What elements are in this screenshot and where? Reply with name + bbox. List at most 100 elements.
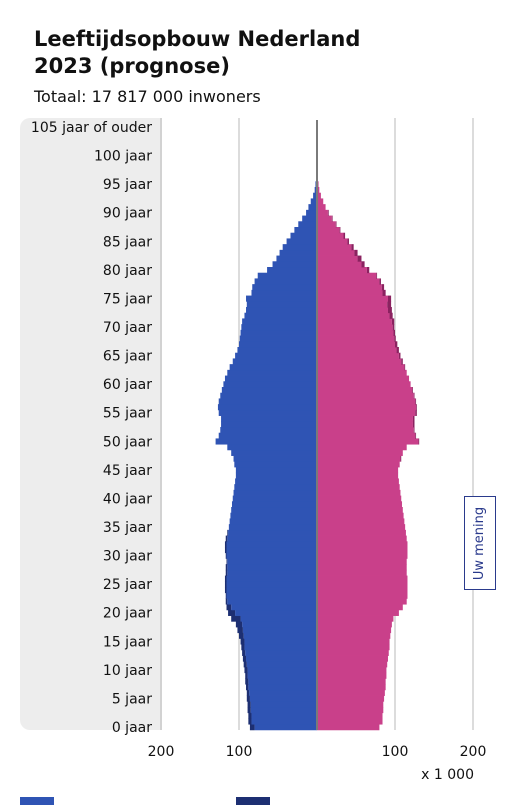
bar-female	[317, 341, 395, 347]
bar-female	[317, 313, 390, 319]
bar-male	[221, 421, 317, 427]
x-tick-label: 100	[382, 744, 409, 760]
bar-female	[317, 661, 387, 667]
bar-male-surplus	[243, 656, 246, 662]
bar-male	[240, 336, 317, 342]
age-tick-label: 80 jaar	[103, 263, 152, 279]
bar-male-surplus	[248, 718, 251, 724]
bar-female-surplus	[351, 244, 353, 250]
bar-male-surplus	[242, 650, 245, 656]
bar-male	[220, 393, 317, 399]
bar-female	[317, 376, 409, 382]
bar-female-surplus	[413, 421, 415, 427]
bar-female	[317, 261, 361, 267]
feedback-tab-label: Uw mening	[473, 506, 488, 579]
bar-male	[246, 307, 317, 313]
bar-male	[219, 410, 317, 416]
bar-female	[317, 690, 385, 696]
bar-male	[294, 227, 317, 233]
bar-female-surplus	[415, 433, 416, 439]
bar-male	[267, 267, 317, 273]
bar-male	[242, 318, 317, 324]
feedback-tab-button[interactable]: Uw mening	[464, 496, 496, 590]
bar-male	[227, 444, 317, 450]
bar-male-surplus	[227, 558, 228, 564]
legend-swatch-male-surplus	[236, 797, 270, 805]
bar-male	[306, 210, 317, 216]
bar-female	[317, 450, 403, 456]
bar-male	[236, 467, 317, 473]
bar-male	[237, 347, 317, 353]
bar-female-surplus	[340, 227, 341, 233]
bar-male	[234, 484, 317, 490]
legend-swatch-male	[20, 797, 54, 805]
bar-male	[227, 581, 317, 587]
bar-female	[317, 587, 407, 593]
bar-male-surplus	[225, 581, 227, 587]
bar-male	[255, 724, 317, 730]
bar-female-surplus	[367, 267, 369, 273]
bar-female	[317, 204, 326, 210]
bar-female	[317, 330, 393, 336]
bar-male-surplus	[226, 593, 227, 599]
bar-male	[298, 221, 317, 227]
bar-female	[317, 433, 415, 439]
bar-male-surplus	[226, 536, 228, 542]
age-tick-label: 75 jaar	[103, 291, 152, 307]
bar-female	[317, 644, 390, 650]
bar-female	[317, 713, 383, 719]
bar-male-surplus	[246, 684, 248, 690]
bar-male	[223, 381, 317, 387]
bar-male	[234, 490, 317, 496]
bar-female	[317, 484, 400, 490]
bar-male	[247, 661, 317, 667]
bar-female-surplus	[390, 313, 393, 319]
bar-male-surplus	[247, 690, 249, 696]
age-tick-label: 25 jaar	[103, 577, 152, 593]
bar-male	[244, 313, 317, 319]
bar-female-surplus	[347, 238, 349, 244]
bar-female-surplus	[415, 398, 416, 404]
bar-female	[317, 553, 407, 559]
bar-male	[227, 553, 317, 559]
bar-male	[229, 524, 317, 530]
bar-male	[227, 541, 317, 547]
bar-male	[245, 650, 317, 656]
bar-male	[244, 644, 317, 650]
bar-male	[231, 450, 317, 456]
bar-male	[235, 353, 317, 359]
bar-male	[302, 216, 317, 222]
age-tick-label: 55 jaar	[103, 406, 152, 422]
bar-male	[227, 370, 317, 376]
bar-female-surplus	[400, 456, 401, 462]
bar-male	[239, 341, 317, 347]
bar-female	[317, 604, 403, 610]
bar-female-surplus	[393, 324, 395, 330]
bar-female-surplus	[379, 278, 381, 284]
bar-male	[227, 598, 317, 604]
bar-female	[317, 324, 393, 330]
bar-male-surplus	[228, 610, 235, 616]
bar-male	[231, 604, 317, 610]
bar-male	[227, 558, 317, 564]
bar-female	[317, 541, 407, 547]
bar-male	[242, 621, 317, 627]
age-tick-label: 105 jaar of ouder	[31, 120, 152, 136]
bar-male-surplus	[226, 564, 228, 570]
bar-female	[317, 227, 340, 233]
age-tick-label: 50 jaar	[103, 434, 152, 450]
bar-female-surplus	[395, 341, 397, 347]
x-tick-label: 200	[460, 744, 487, 760]
bar-male-surplus	[225, 587, 227, 593]
bar-female	[317, 650, 389, 656]
bar-female-surplus	[344, 233, 346, 239]
bar-male	[233, 358, 317, 364]
bar-male-surplus	[241, 644, 244, 650]
bar-female	[317, 524, 405, 530]
bar-male-surplus	[225, 541, 227, 547]
bar-female	[317, 513, 404, 519]
bar-female	[317, 444, 407, 450]
bar-male	[228, 530, 317, 536]
bar-female	[317, 564, 407, 570]
bar-female-surplus	[414, 393, 415, 399]
